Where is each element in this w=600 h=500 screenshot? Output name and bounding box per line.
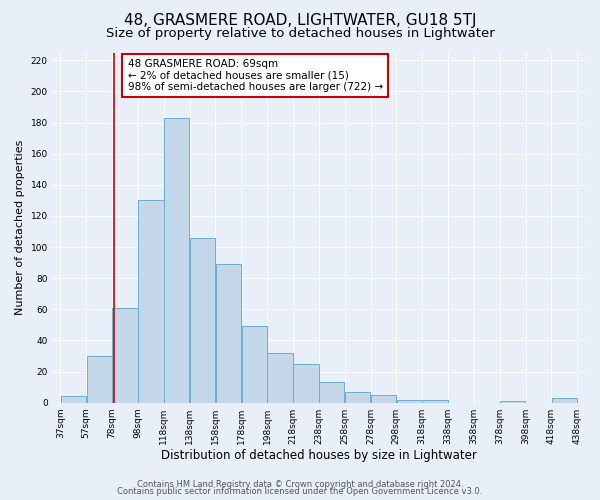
- Bar: [422, 400, 448, 402]
- Bar: [86, 356, 112, 403]
- Bar: [293, 364, 319, 403]
- Bar: [61, 396, 86, 402]
- Text: Contains HM Land Registry data © Crown copyright and database right 2024.: Contains HM Land Registry data © Crown c…: [137, 480, 463, 489]
- Text: 48, GRASMERE ROAD, LIGHTWATER, GU18 5TJ: 48, GRASMERE ROAD, LIGHTWATER, GU18 5TJ: [124, 12, 476, 28]
- Bar: [500, 401, 526, 402]
- Bar: [164, 118, 190, 403]
- Bar: [319, 382, 344, 402]
- Bar: [190, 238, 215, 402]
- Text: Size of property relative to detached houses in Lightwater: Size of property relative to detached ho…: [106, 28, 494, 40]
- Text: 48 GRASMERE ROAD: 69sqm
← 2% of detached houses are smaller (15)
98% of semi-det: 48 GRASMERE ROAD: 69sqm ← 2% of detached…: [128, 58, 383, 92]
- Bar: [397, 400, 422, 402]
- Bar: [551, 398, 577, 402]
- Bar: [112, 308, 137, 402]
- Bar: [371, 395, 396, 402]
- Bar: [268, 353, 293, 403]
- Bar: [345, 392, 370, 402]
- Y-axis label: Number of detached properties: Number of detached properties: [15, 140, 25, 316]
- Bar: [216, 264, 241, 402]
- Bar: [138, 200, 164, 402]
- Bar: [242, 326, 267, 402]
- Text: Contains public sector information licensed under the Open Government Licence v3: Contains public sector information licen…: [118, 487, 482, 496]
- X-axis label: Distribution of detached houses by size in Lightwater: Distribution of detached houses by size …: [161, 450, 477, 462]
